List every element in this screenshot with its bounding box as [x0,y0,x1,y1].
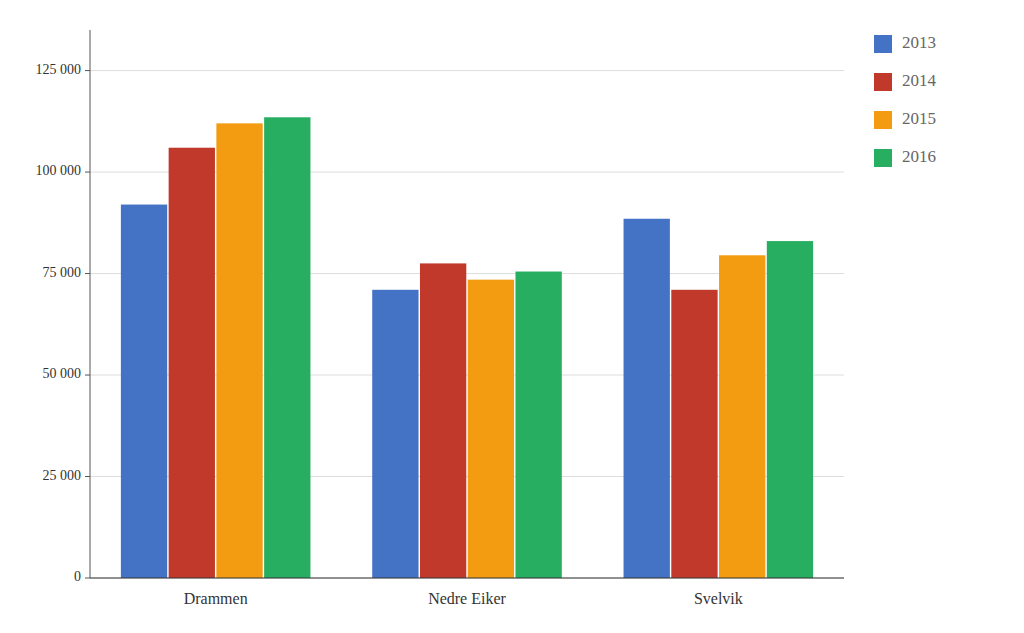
legend-label: 2014 [902,71,937,90]
bar [624,219,670,578]
legend-label: 2016 [902,147,936,166]
grid-line [90,70,844,71]
grid [90,71,844,578]
y-ticks: 0 25 000 50 000 75 000 100 000 125 000 [36,62,91,584]
y-tick [85,70,90,71]
bar [767,241,813,578]
bar [216,123,262,578]
grid-line [90,578,844,579]
legend-swatch [874,35,892,53]
x-ticks: Drammen Nedre Eiker Svelvik [184,590,743,607]
legend-swatch [874,73,892,91]
y-tick-label: 50 000 [43,366,82,381]
y-tick-label: 75 000 [43,265,82,280]
y-tick [85,375,90,376]
legend-label: 2015 [902,109,936,128]
y-tick-label: 100 000 [36,163,82,178]
bar [264,117,310,578]
x-tick-label: Nedre Eiker [428,590,506,607]
legend-swatch [874,111,892,129]
y-tick-label: 25 000 [43,468,82,483]
bar [515,272,561,578]
bar [719,255,765,578]
chart-svg: 0 25 000 50 000 75 000 100 000 125 000 Drammen… [0,0,1024,633]
x-tick-label: Svelvik [694,590,743,607]
y-tick-label: 0 [74,569,81,584]
bar [420,263,466,578]
y-tick [85,476,90,477]
legend-swatch [874,149,892,167]
bar [372,290,418,578]
y-tick [85,273,90,274]
bars [121,117,813,578]
legend-label: 2013 [902,33,936,52]
x-tick-label: Drammen [184,590,248,607]
y-tick [85,578,90,579]
x-axis-line [90,577,844,578]
bar [169,148,215,578]
bar [671,290,717,578]
y-tick [85,172,90,173]
legend: 2013 2014 2015 2016 [874,33,937,167]
bar [121,205,167,578]
y-tick-label: 125 000 [36,62,82,77]
y-axis-line [90,30,91,578]
chart-container: 0 25 000 50 000 75 000 100 000 125 000 Drammen… [0,0,1024,633]
bar [468,280,514,578]
